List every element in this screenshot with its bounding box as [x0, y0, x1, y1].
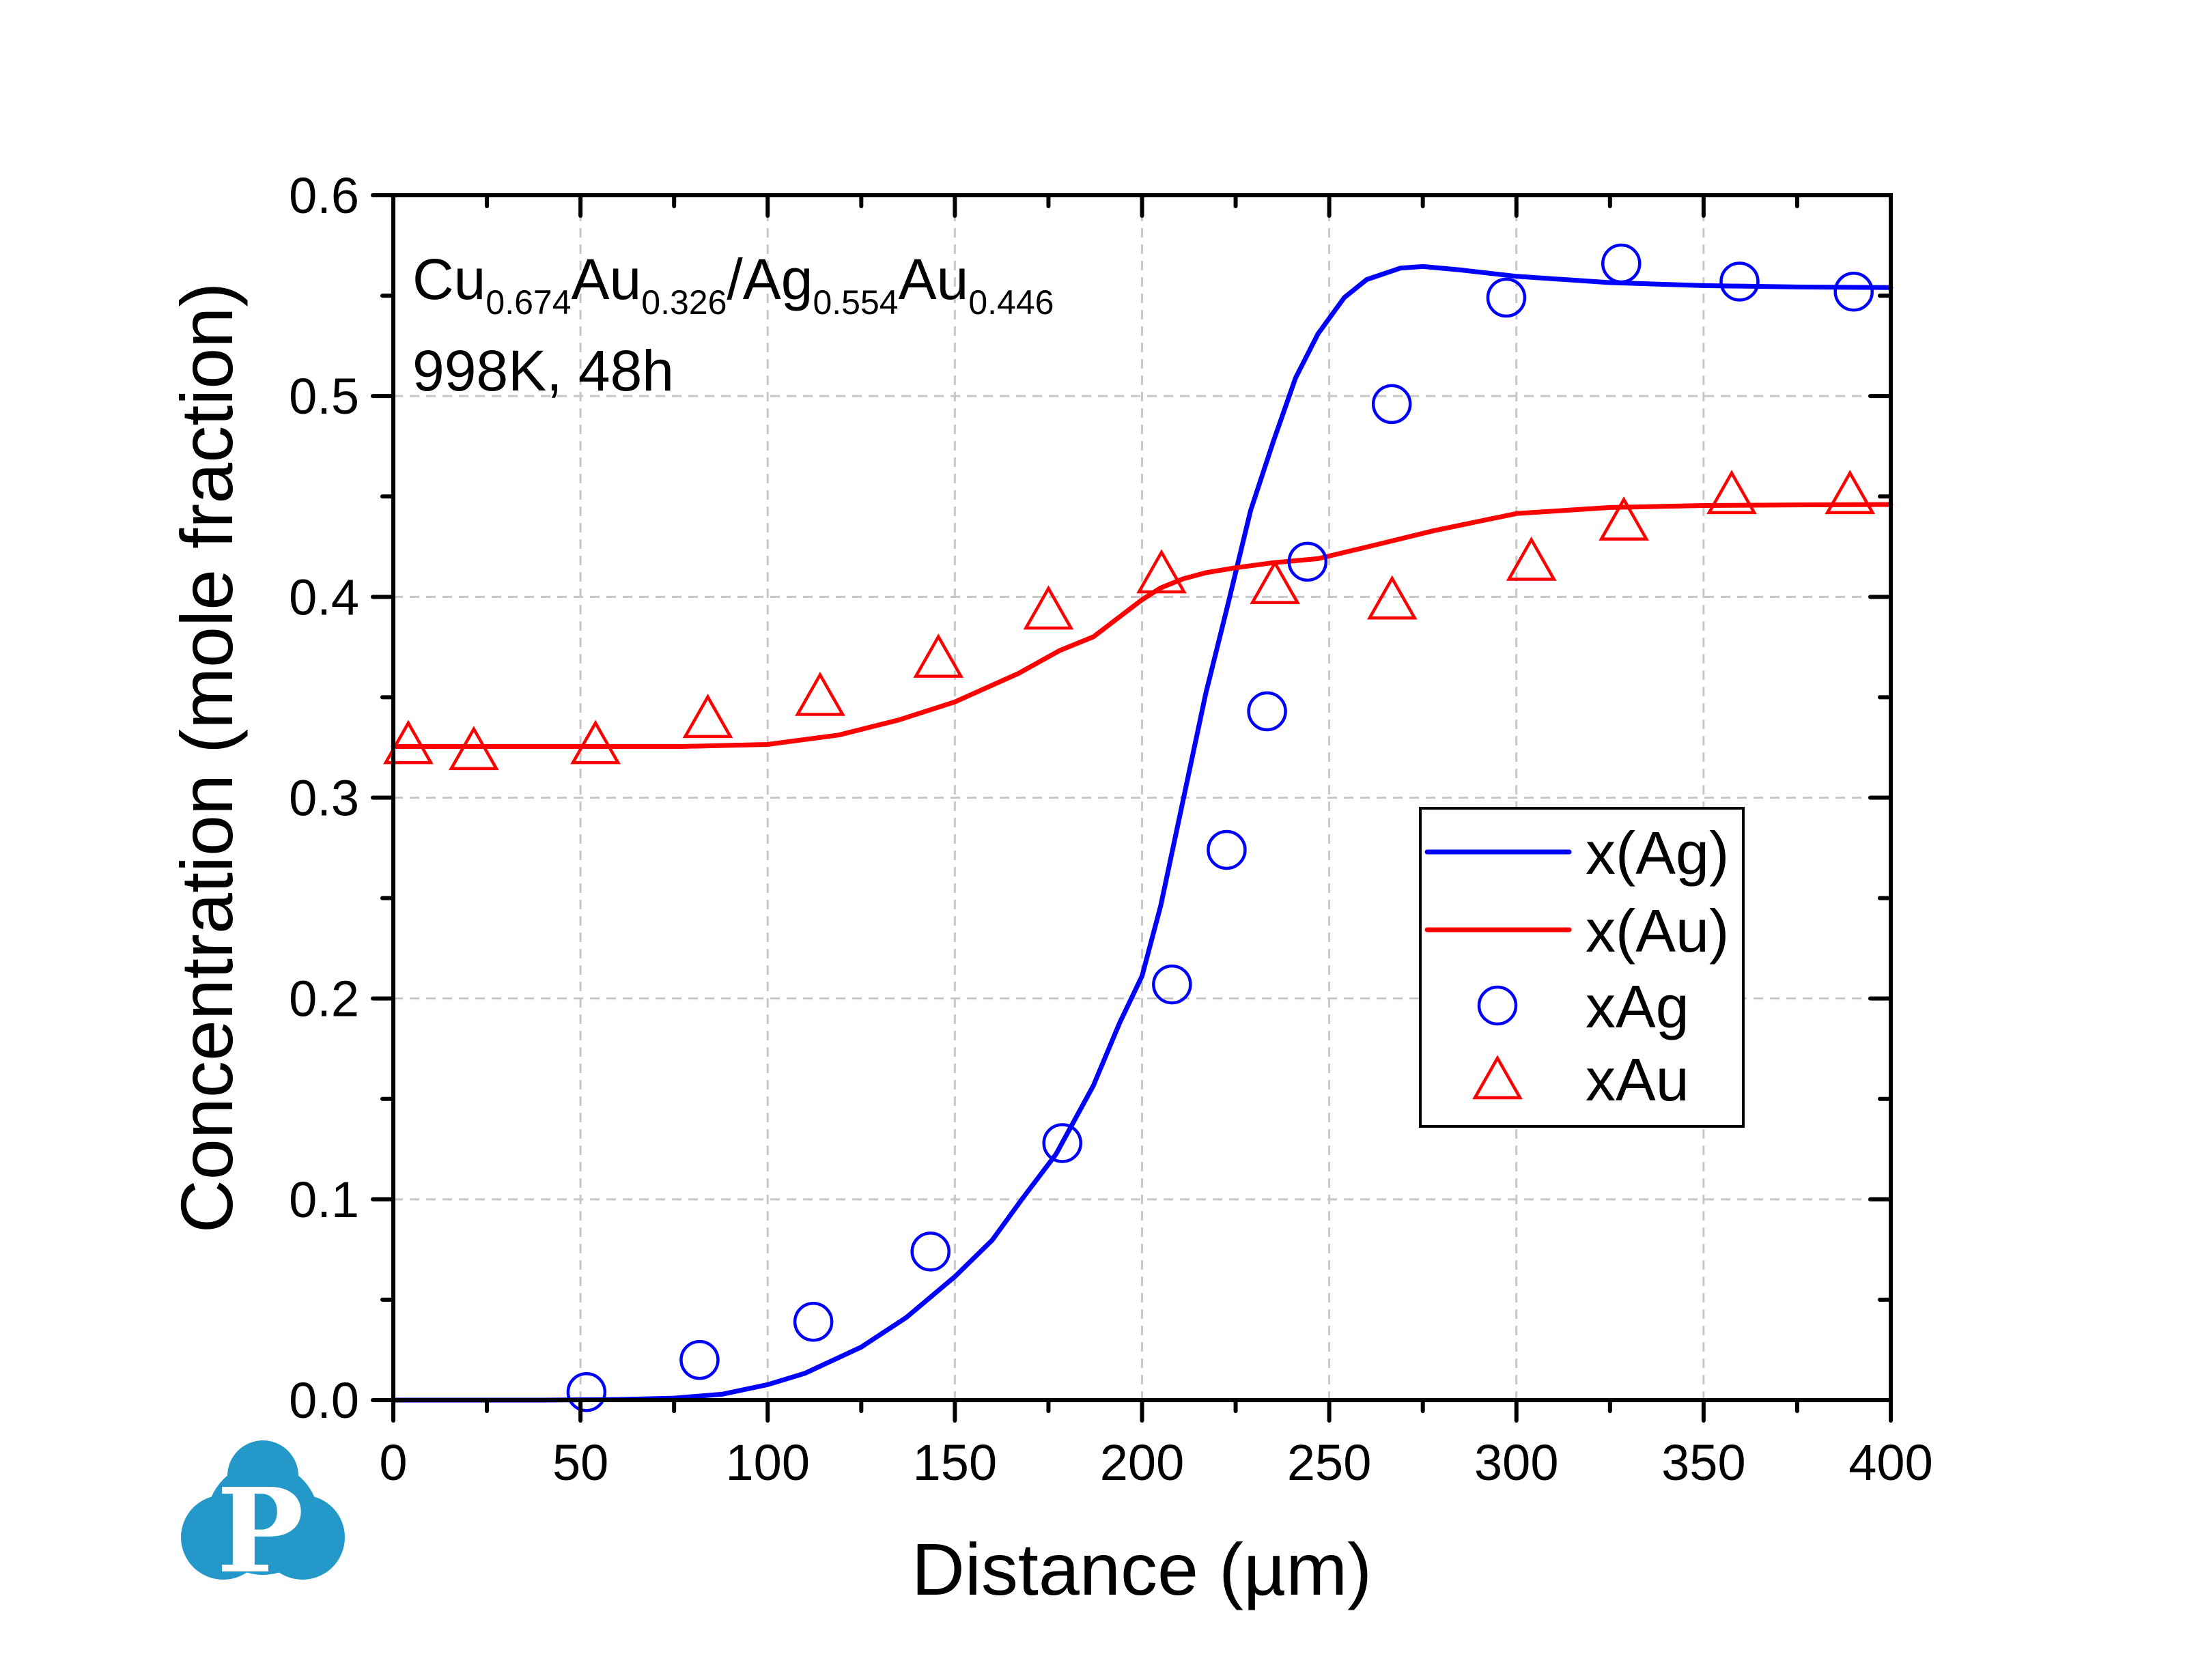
- data-point-xau: [1366, 575, 1418, 620]
- series-markers-xag: [566, 243, 1874, 1412]
- y-tick-label: 0.0: [289, 1372, 359, 1429]
- legend-label: x(Ag): [1586, 819, 1729, 887]
- data-point-xau: [449, 726, 499, 771]
- data-point-xau: [913, 633, 964, 678]
- data-point-xau: [1506, 536, 1557, 581]
- data-point-xau: [682, 694, 733, 739]
- x-tick-label: 250: [1287, 1434, 1371, 1491]
- x-tick-label: 150: [913, 1434, 997, 1491]
- legend-triangle-marker: [1472, 1055, 1523, 1100]
- legend-circle-marker: [1477, 985, 1518, 1026]
- subscript: 0.554: [813, 283, 898, 322]
- data-point-xau: [383, 720, 434, 765]
- data-point-xag: [1152, 964, 1192, 1005]
- data-point-xag: [910, 1231, 951, 1272]
- data-point-xau: [1599, 496, 1649, 541]
- curves: [391, 264, 1894, 1403]
- conditions-annotation: 998K, 48h: [412, 339, 674, 403]
- legend-label: x(Au): [1586, 897, 1729, 965]
- data-point-xag: [1486, 277, 1527, 318]
- annotation-text: /Ag: [727, 247, 813, 311]
- tick-labels: 0 50 100 150 200 250 300 350 400 0.0 0.1 0.2 0.3 0.4 0…: [289, 167, 1933, 1491]
- markers: [383, 243, 1876, 1412]
- composition-annotation: Cu0.674Au0.326/Ag0.554Au0.446: [412, 247, 1054, 322]
- legend-box: [1419, 807, 1745, 1128]
- annotation-text: Au: [572, 247, 642, 311]
- y-tick-label: 0.5: [289, 368, 359, 425]
- data-point-xag: [1833, 271, 1874, 312]
- axes: [371, 193, 1893, 1423]
- annotation-text: Cu: [412, 247, 485, 311]
- data-point-xau: [795, 671, 845, 716]
- data-point-xag: [1371, 384, 1412, 425]
- x-tick-label: 0: [379, 1434, 407, 1491]
- data-point-xag: [1287, 541, 1328, 582]
- subscript: 0.446: [968, 283, 1054, 322]
- annotation-text: 998K, 48h: [412, 339, 674, 403]
- legend-item-xag: xAg: [1477, 973, 1689, 1040]
- data-point-xau: [1250, 560, 1300, 604]
- data-point-xag: [793, 1302, 834, 1342]
- x-tick-label: 400: [1848, 1434, 1932, 1491]
- annotation-text: Au: [899, 247, 969, 311]
- p-cloud-logo-icon: P: [181, 1440, 345, 1599]
- legend-label: xAu: [1586, 1046, 1689, 1113]
- x-tick-label: 100: [726, 1434, 810, 1491]
- x-tick-label: 50: [552, 1434, 608, 1491]
- y-tick-label: 0.1: [289, 1171, 359, 1228]
- logo-letter: P: [216, 1463, 304, 1599]
- data-point-xag: [1207, 829, 1247, 870]
- series-line-xau: [391, 502, 1894, 749]
- data-point-xag: [1042, 1123, 1082, 1163]
- y-tick-label: 0.4: [289, 569, 359, 625]
- y-tick-label: 0.6: [289, 167, 359, 224]
- subscript: 0.326: [641, 283, 727, 322]
- data-point-xau: [1825, 470, 1876, 515]
- y-tick-label: 0.2: [289, 971, 359, 1027]
- series-line-xag: [391, 264, 1894, 1403]
- data-point-xau: [1136, 549, 1187, 594]
- data-point-xag: [566, 1371, 607, 1412]
- legend-label: xAg: [1586, 973, 1689, 1040]
- x-tick-label: 200: [1100, 1434, 1184, 1491]
- x-tick-label: 300: [1474, 1434, 1558, 1491]
- y-tick-label: 0.3: [289, 770, 359, 827]
- y-axis-title: Concentration (mole fraction): [165, 283, 248, 1234]
- data-point-xag: [1247, 691, 1287, 732]
- subscript: 0.674: [485, 283, 571, 322]
- data-point-xau: [570, 720, 621, 765]
- x-axis-title: Distance (µm): [912, 1528, 1372, 1610]
- data-point-xag: [1601, 243, 1642, 284]
- legend-item-xau: xAu: [1472, 1046, 1689, 1113]
- data-point-xag: [679, 1339, 720, 1380]
- legend-item-xau: x(Au): [1424, 897, 1729, 965]
- legend-item-xag: x(Ag): [1424, 819, 1729, 887]
- series-markers-xau: [383, 470, 1876, 771]
- data-point-xau: [1023, 585, 1074, 630]
- data-point-xag: [1719, 261, 1760, 302]
- x-tick-label: 350: [1661, 1434, 1745, 1491]
- data-point-xau: [1706, 470, 1757, 515]
